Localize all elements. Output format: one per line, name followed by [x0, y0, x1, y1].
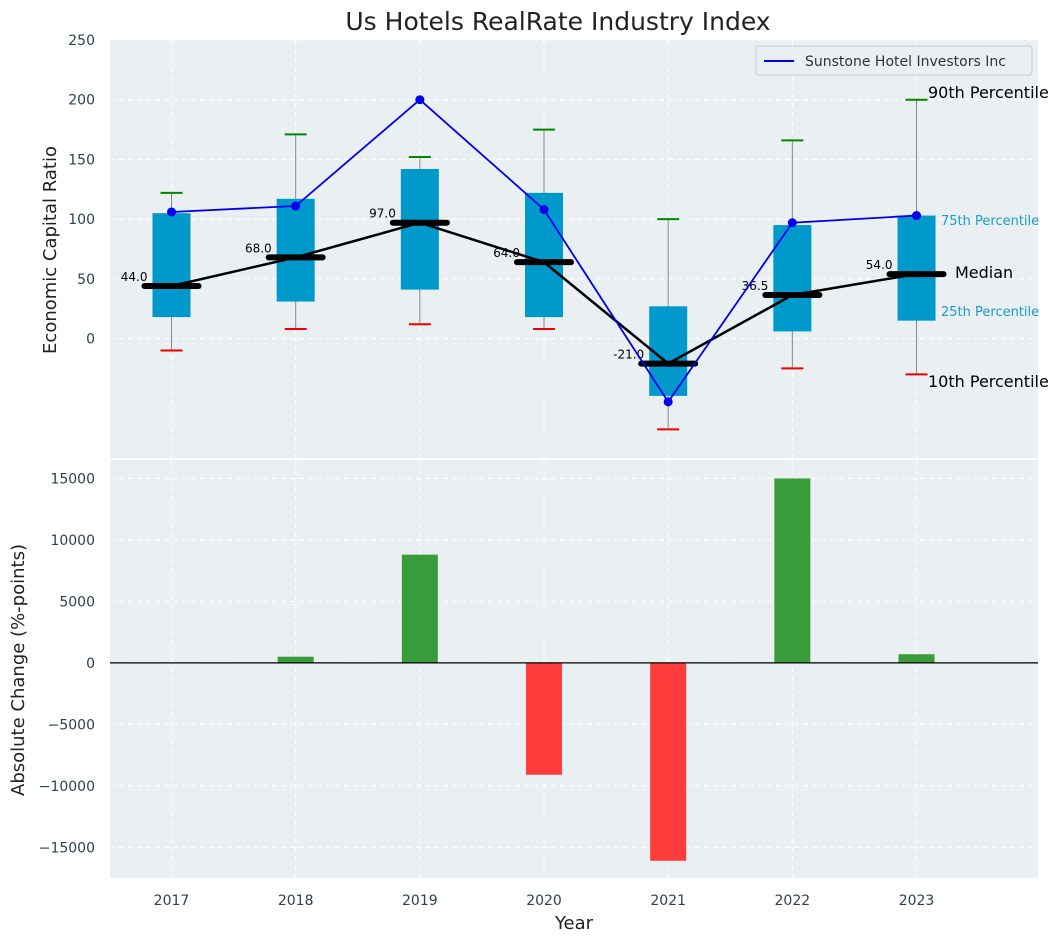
bottom-y-tick-label: 0 [86, 656, 95, 672]
series-point [912, 211, 922, 221]
top-marks: 44.0 68.0 97.0 64.0 -21.0 36.5 54.0 [121, 95, 947, 431]
percentile-box [773, 225, 812, 332]
chart-title: Us Hotels RealRate Industry Index [345, 7, 770, 36]
change-bar [277, 656, 314, 663]
percentile-box [276, 198, 315, 302]
percentile-box [152, 213, 191, 318]
change-bar [401, 554, 438, 663]
change-bar [526, 662, 563, 775]
median-value-label: 44.0 [121, 270, 148, 284]
bottom-panel-background [110, 460, 1038, 878]
legend: Sunstone Hotel Investors Inc [755, 45, 1033, 76]
bottom-y-tick-label: 5000 [59, 594, 95, 610]
change-bar [898, 654, 935, 663]
annotation-25th-percentile: 25th Percentile [941, 305, 1039, 320]
legend-entry: Sunstone Hotel Investors Inc [805, 54, 1006, 70]
median-value-label: 64.0 [493, 246, 520, 260]
top-y-axis-label: Economic Capital Ratio [40, 146, 61, 354]
x-tick-label: 2021 [650, 893, 686, 909]
legend-box [755, 45, 1033, 76]
series-point [663, 397, 673, 407]
top-y-tick-label: 50 [77, 272, 95, 288]
percentile-box [400, 168, 439, 290]
x-tick-label: 2019 [402, 893, 438, 909]
annotation-75th-percentile: 75th Percentile [941, 214, 1039, 229]
series-point [787, 218, 797, 228]
bottom-y-tick-label: 15000 [50, 471, 95, 487]
top-y-tick-label: 250 [68, 33, 95, 49]
top-panel-background [110, 40, 1038, 458]
x-axis-label: Year [554, 913, 594, 934]
x-tick-label: 2020 [526, 893, 562, 909]
bottom-grid [110, 460, 1038, 878]
top-y-tick-label: 200 [68, 93, 95, 109]
top-y-tick-label: 0 [86, 332, 95, 348]
change-bar [650, 662, 687, 861]
series-point [167, 207, 176, 217]
axis-ticks: 0 50 100 150 200 250 −15000 −10000 −5000 0 5000 100… [39, 33, 935, 909]
median-value-label: 36.5 [742, 279, 769, 293]
bottom-y-tick-label: −15000 [39, 840, 95, 856]
bottom-y-tick-label: 10000 [50, 533, 95, 549]
x-tick-label: 2022 [775, 893, 811, 909]
median-value-label: 68.0 [245, 241, 272, 255]
change-bar [774, 478, 811, 663]
top-y-tick-label: 100 [68, 212, 95, 228]
median-value-label: 97.0 [369, 207, 396, 221]
percentile-box [897, 215, 936, 321]
median-value-label: 54.0 [866, 258, 893, 272]
annotation-median: Median [955, 263, 1013, 282]
bottom-y-tick-label: −5000 [48, 717, 95, 733]
bottom-marks [110, 478, 1038, 861]
median-value-label: -21.0 [613, 348, 644, 362]
x-tick-label: 2017 [154, 893, 190, 909]
annotation-10th-percentile: 10th Percentile [928, 372, 1049, 391]
series-point [415, 95, 425, 105]
series-point [539, 205, 549, 215]
bottom-y-tick-label: −10000 [39, 779, 95, 795]
x-tick-label: 2023 [899, 893, 935, 909]
bottom-y-axis-label: Absolute Change (%-points) [8, 544, 29, 796]
annotation-90th-percentile: 90th Percentile [928, 83, 1049, 102]
x-tick-label: 2018 [278, 893, 314, 909]
series-point [291, 201, 301, 211]
top-y-tick-label: 150 [68, 152, 95, 168]
